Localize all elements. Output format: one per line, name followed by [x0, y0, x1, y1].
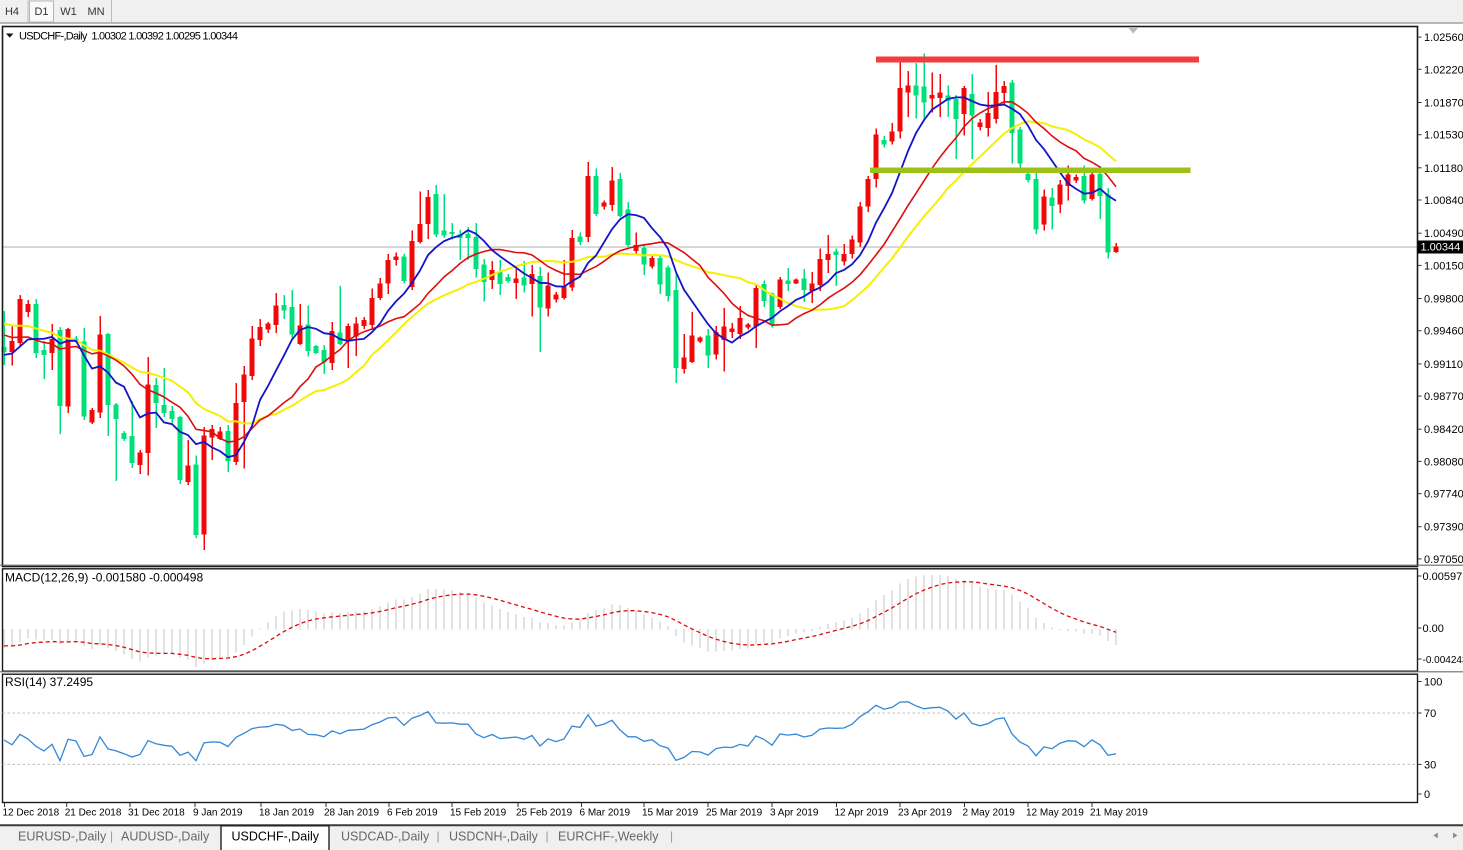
svg-text:1.01870: 1.01870	[1424, 98, 1463, 110]
svg-text:1.02560: 1.02560	[1424, 32, 1463, 44]
svg-text:RSI(14) 37.2495: RSI(14) 37.2495	[5, 675, 93, 689]
svg-text:EURUSD-,Daily: EURUSD-,Daily	[18, 830, 107, 844]
svg-text:2 May 2019: 2 May 2019	[963, 808, 1016, 819]
svg-text:12 Apr 2019: 12 Apr 2019	[835, 808, 889, 819]
svg-text:1.00150: 1.00150	[1424, 260, 1463, 272]
svg-text:12 May 2019: 12 May 2019	[1026, 808, 1084, 819]
svg-text:1.00840: 1.00840	[1424, 195, 1463, 207]
svg-text:AUDUSD-,Daily: AUDUSD-,Daily	[121, 830, 210, 844]
svg-text:1.02220: 1.02220	[1424, 64, 1463, 76]
svg-text:25 Mar 2019: 25 Mar 2019	[706, 808, 763, 819]
svg-text:30: 30	[1424, 759, 1436, 771]
svg-text:|: |	[110, 829, 113, 843]
svg-text:6 Feb 2019: 6 Feb 2019	[387, 808, 438, 819]
svg-text:21 Dec 2018: 21 Dec 2018	[65, 808, 122, 819]
svg-text:31 Dec 2018: 31 Dec 2018	[128, 808, 185, 819]
svg-text:18 Jan 2019: 18 Jan 2019	[259, 808, 314, 819]
svg-text:0.98420: 0.98420	[1424, 424, 1463, 436]
svg-text:1.01180: 1.01180	[1424, 163, 1463, 175]
svg-text:0.98770: 0.98770	[1424, 391, 1463, 403]
svg-text:MACD(12,26,9) -0.001580 -0.000: MACD(12,26,9) -0.001580 -0.000498	[5, 571, 203, 585]
svg-text:6 Mar 2019: 6 Mar 2019	[580, 808, 631, 819]
svg-text:-0.004243: -0.004243	[1423, 655, 1463, 666]
svg-text:USDCNH-,Daily: USDCNH-,Daily	[449, 830, 539, 844]
svg-text:0.97050: 0.97050	[1424, 554, 1463, 566]
svg-text:1.00490: 1.00490	[1424, 228, 1463, 240]
svg-text:W1: W1	[60, 6, 77, 18]
svg-text:1.01530: 1.01530	[1424, 130, 1463, 142]
svg-text:15 Feb 2019: 15 Feb 2019	[450, 808, 507, 819]
svg-text:100: 100	[1424, 677, 1442, 689]
svg-text:EURCHF-,Weekly: EURCHF-,Weekly	[558, 830, 659, 844]
svg-text:15 Mar 2019: 15 Mar 2019	[642, 808, 699, 819]
svg-text:12 Dec 2018: 12 Dec 2018	[3, 808, 60, 819]
svg-text:0.98080: 0.98080	[1424, 456, 1463, 468]
svg-text:0.00: 0.00	[1423, 623, 1444, 635]
svg-text:0.00597: 0.00597	[1423, 571, 1463, 583]
svg-text:28 Jan 2019: 28 Jan 2019	[324, 808, 379, 819]
svg-text:|: |	[670, 829, 673, 843]
svg-text:0: 0	[1424, 789, 1430, 801]
svg-text:23 Apr 2019: 23 Apr 2019	[898, 808, 952, 819]
svg-text:USDCAD-,Daily: USDCAD-,Daily	[341, 830, 430, 844]
svg-text:0.99460: 0.99460	[1424, 326, 1463, 338]
svg-text:|: |	[437, 829, 440, 843]
svg-text:21 May 2019: 21 May 2019	[1090, 808, 1148, 819]
svg-text:0.97740: 0.97740	[1424, 489, 1463, 501]
svg-text:USDCHF-,Daily: USDCHF-,Daily	[232, 830, 320, 844]
svg-text:USDCHF-,Daily 1.00302 1.00392: USDCHF-,Daily 1.00302 1.00392 1.00295 1.…	[19, 31, 238, 43]
svg-text:9 Jan 2019: 9 Jan 2019	[193, 808, 243, 819]
svg-text:0.99800: 0.99800	[1424, 294, 1463, 306]
svg-text:25 Feb 2019: 25 Feb 2019	[516, 808, 573, 819]
svg-text:D1: D1	[34, 6, 48, 18]
svg-text:1.00344: 1.00344	[1421, 242, 1461, 254]
svg-text:MN: MN	[87, 6, 104, 18]
svg-text:0.99110: 0.99110	[1424, 359, 1463, 371]
svg-text:0.97390: 0.97390	[1424, 522, 1463, 534]
svg-text:3 Apr 2019: 3 Apr 2019	[770, 808, 819, 819]
svg-text:|: |	[546, 829, 549, 843]
svg-text:H4: H4	[5, 6, 19, 18]
svg-text:70: 70	[1424, 708, 1436, 720]
